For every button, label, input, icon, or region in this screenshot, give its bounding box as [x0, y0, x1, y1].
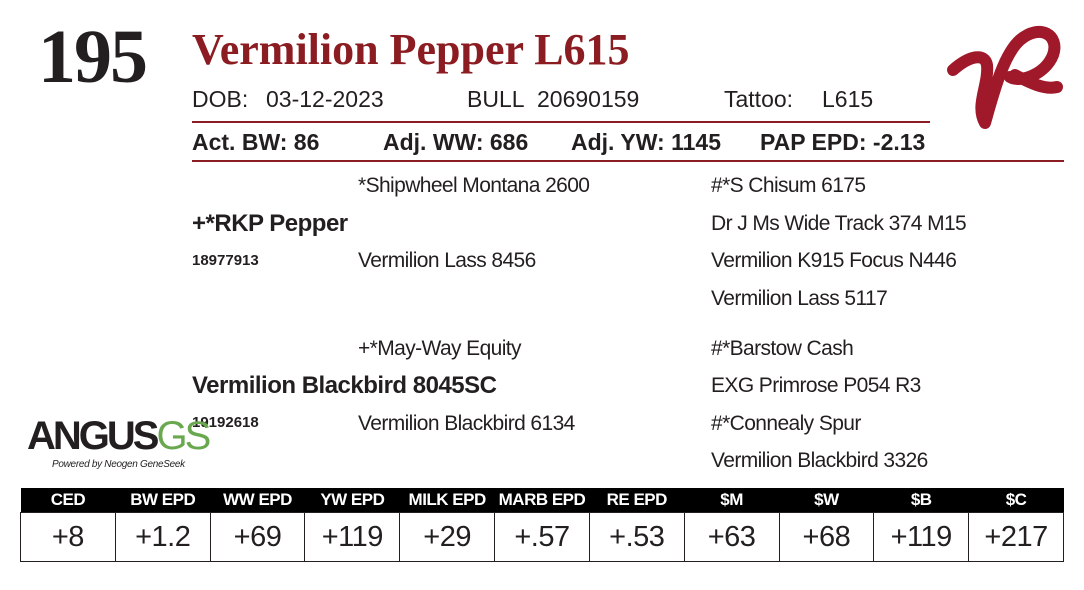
- epd-value: +217: [968, 512, 1064, 562]
- epd-header: $C: [968, 488, 1064, 513]
- perf-label: PAP EPD:: [760, 129, 867, 155]
- grandparent: #*Barstow Cash: [711, 337, 854, 360]
- perf-value: 686: [489, 129, 529, 155]
- performance: Adj. WW: 686: [383, 129, 528, 156]
- grandparent: #*S Chisum 6175: [711, 174, 866, 197]
- perf-value: 1145: [671, 129, 722, 155]
- epd-header: $M: [684, 488, 779, 513]
- epd-header: MILK EPD: [399, 488, 495, 513]
- grandparent: #*Connealy Spur: [711, 412, 861, 435]
- epd-header: MARB EPD: [494, 488, 590, 513]
- epd-value: +1.2: [114, 512, 211, 562]
- epd-header: $B: [873, 488, 969, 513]
- dob: 03-12-2023: [266, 86, 384, 112]
- epd-header: $W: [779, 488, 874, 513]
- sire-sire: *Shipwheel Montana 2600: [358, 174, 590, 197]
- sire-dam: Vermilion Lass 8456: [358, 249, 536, 272]
- epd-value: +119: [873, 512, 970, 562]
- performance: Adj. YW: 1145: [571, 129, 721, 156]
- epd-header: YW EPD: [304, 488, 400, 513]
- registration: 20690159: [537, 86, 640, 112]
- rule: [192, 121, 930, 123]
- vr-brand: [947, 25, 1063, 129]
- grandparent: Vermilion Blackbird 3326: [711, 449, 928, 472]
- epd-table: CED BW EPD WW EPD YW EPD MILK EPD MARB EPD RE …: [20, 488, 1064, 562]
- performance: Act. BW: 86: [192, 129, 319, 156]
- dam-dam: Vermilion Blackbird 6134: [358, 412, 575, 435]
- tattoo-label: Tattoo:: [724, 86, 794, 112]
- epd-value: +69: [209, 512, 306, 562]
- epd-value: +29: [399, 512, 496, 562]
- dam: Vermilion Blackbird 8045SC: [192, 372, 497, 399]
- grandparent: Vermilion K915 Focus N446: [711, 249, 957, 272]
- grandparent: Vermilion Lass 5117: [711, 287, 888, 310]
- grandparent: Dr J Ms Wide Track 374 M15: [711, 212, 967, 235]
- perf-value: 86: [293, 129, 320, 155]
- performance: PAP EPD: -2.13: [760, 129, 925, 156]
- epd-header: BW EPD: [115, 488, 211, 513]
- epd-value: +119: [304, 512, 401, 562]
- dob-label: DOB:: [192, 86, 249, 112]
- logo-tagline: Powered by Neogen GeneSeek: [52, 459, 185, 470]
- rule: [192, 160, 1064, 162]
- epd-header-row: CED BW EPD WW EPD YW EPD MILK EPD MARB EPD RE …: [20, 488, 1064, 513]
- epd-header: RE EPD: [589, 488, 685, 513]
- sex: BULL: [467, 86, 525, 112]
- perf-label: Act. BW:: [192, 129, 288, 155]
- perf-label: Adj. YW:: [571, 129, 665, 155]
- epd-value: +.53: [588, 512, 685, 562]
- brand-mark: [947, 25, 1063, 129]
- epd-value-row: +8 +1.2 +69 +119 +29 +.57 +.53 +63 +68 +119 +217: [20, 512, 1064, 562]
- grandparent: EXG Primrose P054 R3: [711, 374, 921, 397]
- epd-header: CED: [20, 488, 116, 513]
- dam-sire: +*May-Way Equity: [358, 337, 522, 360]
- animal-name: Vermilion Pepper L615: [192, 25, 630, 74]
- angus-logo: ANGUSGS: [27, 414, 211, 459]
- logo-suffix: GS: [156, 414, 211, 458]
- epd-value: +8: [20, 512, 116, 562]
- epd-header: WW EPD: [210, 488, 305, 513]
- lot-number: 195: [38, 15, 148, 99]
- logo-word: ANGUS: [27, 414, 159, 458]
- perf-label: Adj. WW:: [383, 129, 484, 155]
- perf-value: -2.13: [872, 129, 926, 155]
- epd-value: +.57: [494, 512, 590, 562]
- epd-value: +68: [778, 512, 875, 562]
- sire-registration: 18977913: [192, 252, 259, 269]
- dam-registration: 19192618: [192, 414, 259, 431]
- sire: +*RKP Pepper: [192, 210, 348, 237]
- tattoo: L615: [822, 86, 874, 112]
- epd-value: +63: [683, 512, 780, 562]
